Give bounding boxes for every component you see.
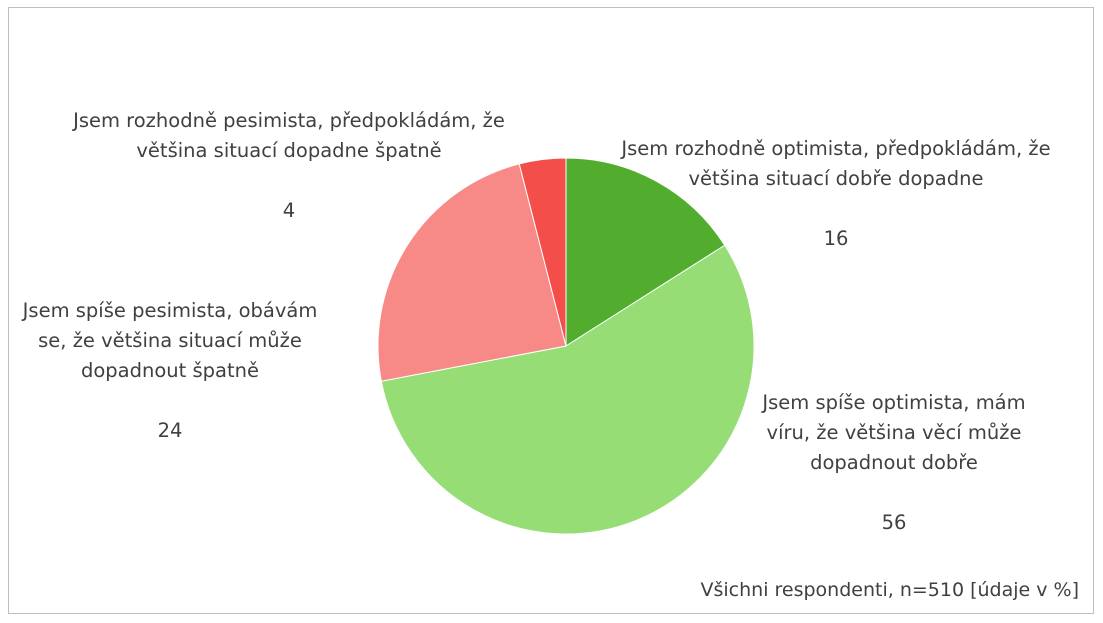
label-rather-optimist: Jsem spíše optimista, mám víru, že větši…	[749, 358, 1039, 568]
label-strong-optimist: Jsem rozhodně optimista, předpokládám, ž…	[621, 104, 1051, 284]
slice-strong-optimist	[565, 157, 726, 347]
label-rather-optimist-text: Jsem spíše optimista, mám víru, že větši…	[762, 391, 1026, 474]
chart-frame: Jsem rozhodně optimista, předpokládám, ž…	[8, 7, 1094, 614]
slice-rather-optimist	[380, 244, 755, 535]
label-strong-pessimist-text: Jsem rozhodně pesimista, předpokládám, ž…	[73, 109, 505, 162]
label-rather-pessimist-value: 24	[157, 419, 183, 442]
label-strong-optimist-value: 16	[823, 227, 849, 250]
label-rather-pessimist-text: Jsem spíše pesimista, obávám se, že větš…	[22, 299, 318, 382]
slice-strong-pessimist	[518, 157, 567, 347]
label-strong-pessimist-value: 4	[282, 199, 296, 222]
label-rather-optimist-value: 56	[881, 511, 907, 534]
respondents-note: Všichni respondenti, n=510 [údaje v %]	[700, 579, 1079, 601]
label-strong-optimist-text: Jsem rozhodně optimista, předpokládám, ž…	[621, 137, 1051, 190]
slice-rather-pessimist	[377, 163, 567, 382]
label-strong-pessimist: Jsem rozhodně pesimista, předpokládám, ž…	[54, 76, 524, 256]
pie-chart	[377, 157, 755, 535]
label-rather-pessimist: Jsem spíše pesimista, obávám se, že větš…	[11, 266, 329, 476]
